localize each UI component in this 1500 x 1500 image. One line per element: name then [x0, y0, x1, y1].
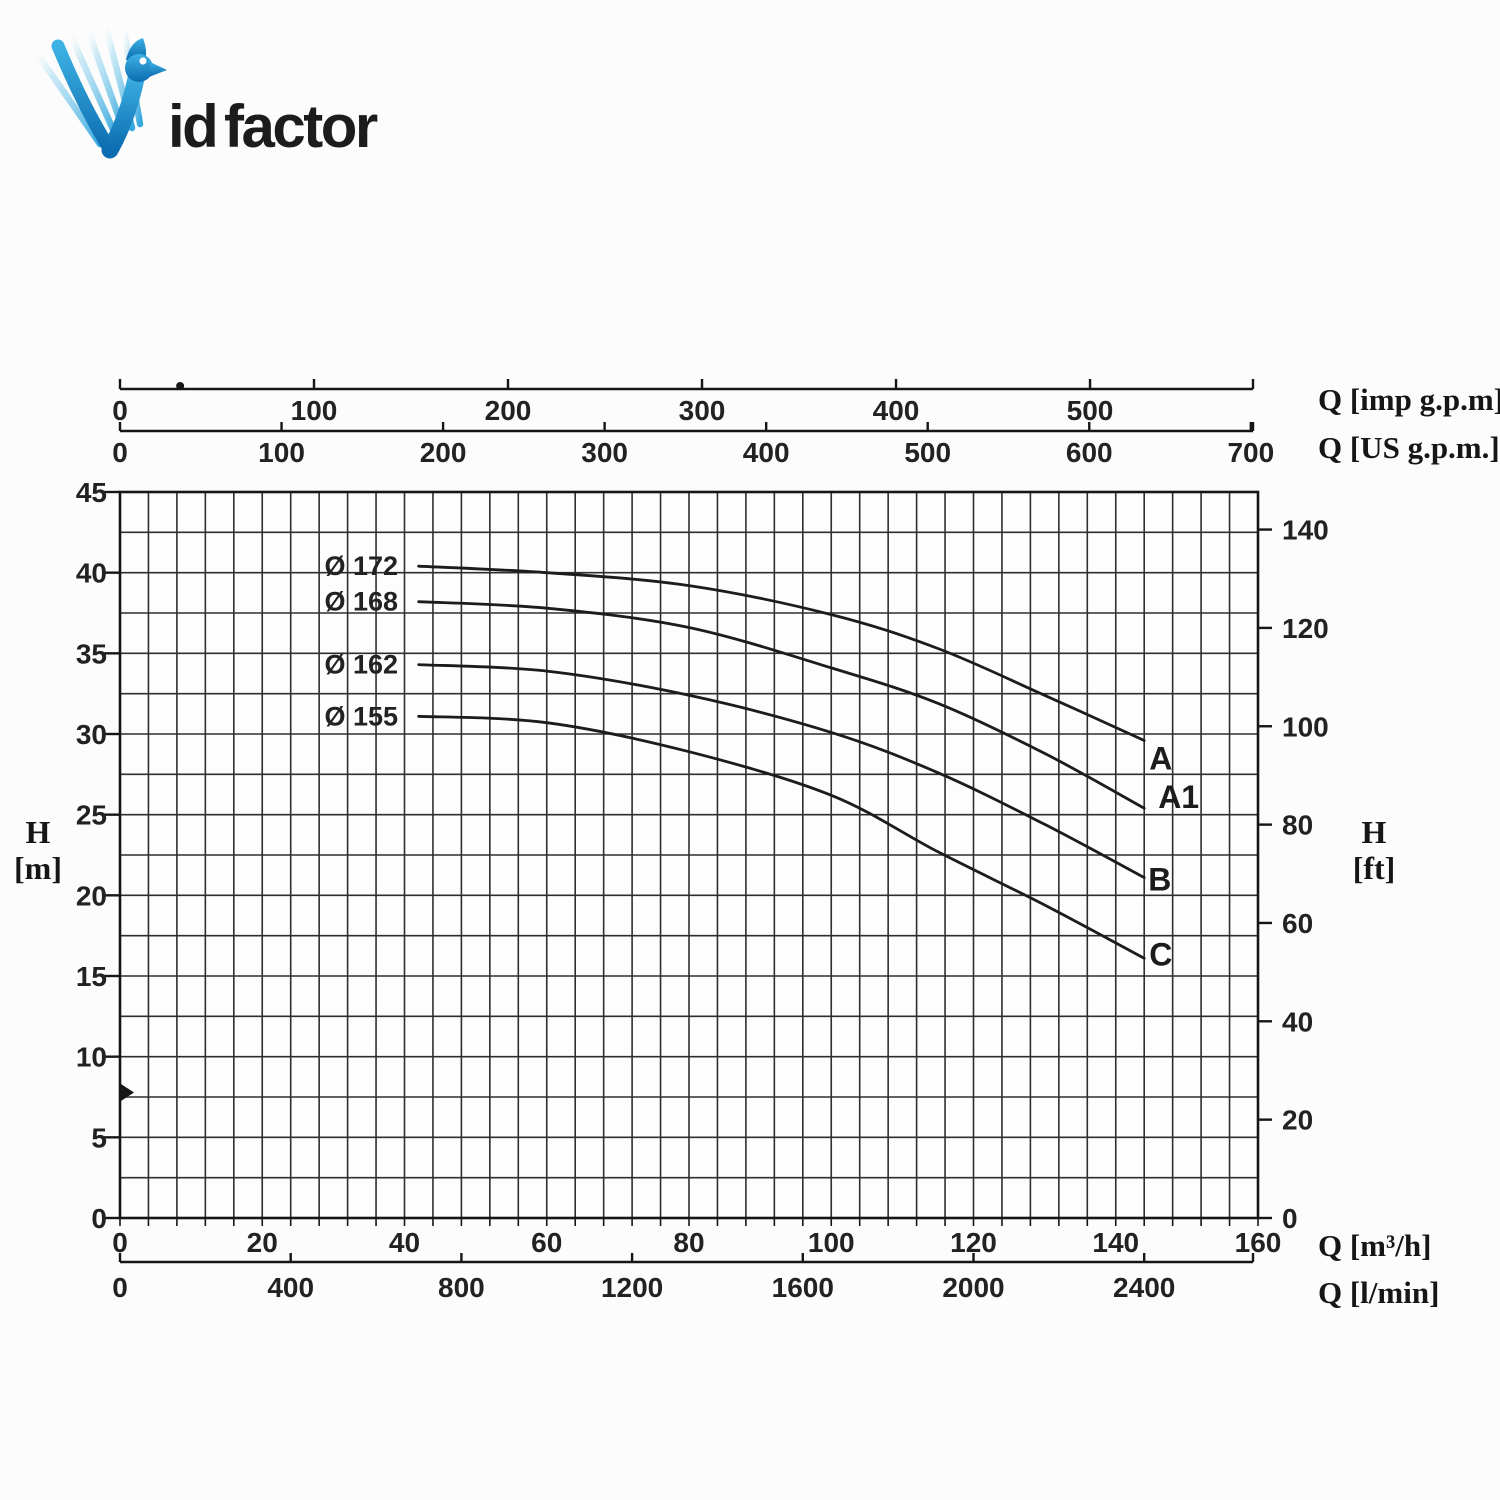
axis-label-h-left-unit: [m] — [14, 850, 62, 886]
right-tick-label: 80 — [1282, 810, 1313, 841]
logo-text-factor: factor — [224, 93, 378, 160]
m3h-tick-label: 0 — [112, 1227, 128, 1258]
left-tick-label: 35 — [76, 638, 107, 669]
us-tick-label: 400 — [743, 437, 790, 468]
right-tick-label: 140 — [1282, 515, 1329, 546]
curve-diameter-label: Ø 168 — [324, 587, 398, 617]
lmin-tick-label: 1600 — [772, 1272, 834, 1303]
m3h-tick-label: 40 — [389, 1227, 420, 1258]
lmin-tick-label: 2400 — [1113, 1272, 1175, 1303]
imp-tick-label: 200 — [485, 395, 532, 426]
curve-end-label-A1: A1 — [1158, 779, 1199, 815]
m3h-tick-label: 100 — [808, 1227, 855, 1258]
axis-label-h-right-unit: [ft] — [1353, 850, 1396, 886]
curve-end-label-C: C — [1149, 936, 1172, 972]
curve-C — [417, 714, 1146, 960]
lmin-tick-label: 2000 — [942, 1272, 1004, 1303]
curve-end-label-A: A — [1149, 740, 1172, 776]
us-tick-label: 100 — [258, 437, 305, 468]
m3h-tick-label: 120 — [950, 1227, 997, 1258]
right-tick-label: 20 — [1282, 1105, 1313, 1136]
lmin-tick-label: 800 — [438, 1272, 485, 1303]
left-tick-label: 45 — [76, 477, 107, 508]
left-tick-label: 10 — [76, 1042, 107, 1073]
axis-label-lmin: Q [l/min] — [1318, 1275, 1439, 1310]
m3h-tick-label: 160 — [1235, 1227, 1282, 1258]
right-tick-label: 100 — [1282, 711, 1329, 742]
right-tick-label: 40 — [1282, 1006, 1313, 1037]
pump-curves: Ø 172 A Ø 168 A1 Ø 162 B Ø 155 C — [324, 551, 1199, 972]
lmin-tick-label: 1200 — [601, 1272, 663, 1303]
bird-icon — [32, 26, 167, 159]
us-tick-label: 200 — [420, 437, 467, 468]
grid — [118, 490, 1260, 1220]
logo-text-id: id — [168, 93, 216, 160]
axis-label-h-right-symbol: H — [1362, 814, 1387, 850]
curve-B — [417, 663, 1146, 879]
imp-tick-label: 0 — [112, 395, 128, 426]
m3h-tick-label: 80 — [673, 1227, 704, 1258]
us-tick-label: 700 — [1227, 437, 1274, 468]
us-tick-label: 600 — [1066, 437, 1113, 468]
left-tick-label: 30 — [76, 719, 107, 750]
right-tick-label: 0 — [1282, 1203, 1298, 1234]
imp-tick-label: 500 — [1067, 395, 1114, 426]
imp-tick-label: 300 — [679, 395, 726, 426]
axis-label-h-left-symbol: H — [26, 814, 51, 850]
m3h-tick-label: 20 — [247, 1227, 278, 1258]
axis-label-imp-gpm: Q [imp g.p.m] — [1318, 382, 1500, 417]
curve-A1 — [417, 600, 1146, 810]
us-tick-label: 300 — [581, 437, 628, 468]
curve-A — [417, 564, 1146, 742]
axis-label-us-gpm: Q [US g.p.m.] — [1318, 430, 1500, 465]
left-axis-arrow-marker — [121, 1084, 134, 1101]
lmin-tick-label: 400 — [267, 1272, 314, 1303]
axis-unit-labels: Q [imp g.p.m] Q [US g.p.m.] Q [m³/h] Q [… — [14, 382, 1500, 1310]
left-tick-label: 20 — [76, 880, 107, 911]
left-tick-label: 15 — [76, 961, 107, 992]
eye-icon — [139, 57, 147, 65]
imp-tick-label: 400 — [873, 395, 920, 426]
ruler-dot-marker — [176, 382, 185, 390]
curve-end-label-B: B — [1148, 862, 1171, 898]
left-tick-label: 0 — [91, 1203, 107, 1234]
vidfactor-logo: id factor — [32, 26, 380, 160]
m3h-tick-label: 140 — [1092, 1227, 1139, 1258]
curve-diameter-label: Ø 172 — [324, 551, 398, 581]
axis-label-m3h: Q [m³/h] — [1318, 1228, 1431, 1263]
beak-icon — [149, 62, 167, 77]
curve-diameter-label: Ø 162 — [324, 650, 398, 680]
lmin-tick-label: 0 — [112, 1272, 128, 1303]
left-tick-label: 40 — [76, 558, 107, 589]
us-tick-label: 0 — [112, 437, 128, 468]
right-tick-label: 120 — [1282, 613, 1329, 644]
left-tick-label: 25 — [76, 800, 107, 831]
right-tick-label: 60 — [1282, 908, 1313, 939]
us-tick-label: 500 — [904, 437, 951, 468]
m3h-tick-label: 60 — [531, 1227, 562, 1258]
curve-diameter-label: Ø 155 — [324, 701, 398, 731]
left-tick-label: 5 — [91, 1122, 107, 1153]
imp-tick-label: 100 — [291, 395, 338, 426]
annotations — [121, 382, 185, 1101]
